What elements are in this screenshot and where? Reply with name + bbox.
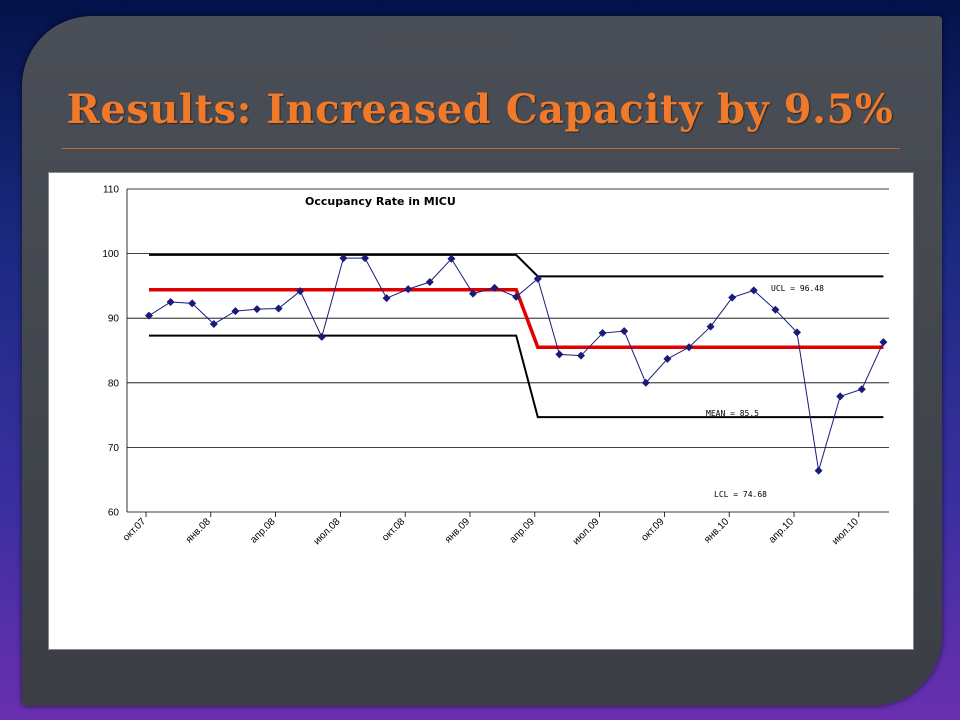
data-point (361, 254, 369, 263)
data-point (382, 294, 391, 303)
data-point (728, 293, 737, 302)
y-axis-labels: 60 70 80 90 100 110 (102, 185, 119, 519)
x-tick-label: апр.09 (508, 516, 538, 546)
data-point (469, 289, 477, 298)
y-tick-label: 80 (108, 378, 120, 389)
chart-title: Occupancy Rate in MICU (305, 195, 456, 208)
y-tick-label: 110 (103, 185, 119, 196)
data-point (685, 343, 693, 352)
lcl-line (149, 334, 884, 419)
x-tick-label: окт.07 (121, 516, 148, 543)
ucl-annotation: UCL = 96.48 (771, 284, 824, 293)
chart-container: 60 70 80 90 100 110 окт.07 янв.08 апр.08 июл.08 о… (48, 172, 914, 650)
gridlines (126, 188, 889, 513)
data-point (166, 298, 175, 307)
x-tick-label: апр.08 (248, 516, 278, 546)
y-tick-label: 70 (108, 443, 120, 454)
x-tick-label: апр.10 (767, 516, 797, 546)
x-tick-label: окт.09 (639, 516, 666, 543)
data-point (296, 287, 305, 296)
data-point (145, 311, 153, 320)
data-point (317, 332, 326, 341)
data-point (814, 466, 823, 475)
data-point (512, 292, 521, 301)
y-tick-label: 60 (108, 508, 120, 519)
data-point (188, 299, 197, 308)
data-point (857, 385, 866, 394)
data-point (836, 392, 845, 401)
series-layer (145, 254, 888, 475)
data-point (404, 285, 413, 294)
x-tick-label: июл.10 (830, 516, 861, 547)
data-point (620, 327, 629, 336)
x-tick-label: окт.08 (380, 516, 407, 543)
x-axis-labels: окт.07 янв.08 апр.08 июл.08 окт.08 янв.09 апр.… (121, 512, 861, 547)
data-point (749, 286, 758, 295)
lcl-annotation: LCL = 74.68 (714, 490, 767, 499)
slide-title: Results: Increased Capacity by 9.5% (66, 86, 894, 133)
y-tick-label: 100 (102, 249, 119, 260)
x-tick-label: июл.09 (571, 516, 602, 547)
ucl-line (149, 253, 884, 278)
title-divider (62, 148, 900, 149)
x-tick-label: янв.08 (184, 516, 213, 545)
data-point (555, 350, 564, 359)
data-point (231, 307, 240, 316)
x-tick-label: июл.08 (312, 516, 343, 547)
data-point (706, 322, 715, 331)
data-point (425, 278, 434, 287)
data-point (879, 338, 888, 347)
data-point (533, 274, 542, 283)
y-tick-label: 90 (108, 314, 120, 325)
mean-line (149, 288, 884, 350)
data-point (598, 329, 607, 338)
data-point (253, 305, 261, 314)
control-lines (149, 253, 884, 419)
x-tick-label: янв.10 (702, 516, 731, 545)
data-point (339, 254, 348, 263)
data-point (274, 304, 283, 313)
x-tick-label: янв.09 (443, 516, 472, 545)
data-point (641, 378, 650, 387)
data-point (663, 354, 672, 363)
data-point (793, 328, 801, 337)
mean-annotation: MEAN = 85.5 (706, 409, 759, 418)
data-point (771, 305, 780, 314)
data-point (209, 320, 218, 329)
data-point (447, 254, 456, 263)
data-point (577, 351, 585, 360)
data-point (490, 283, 499, 292)
